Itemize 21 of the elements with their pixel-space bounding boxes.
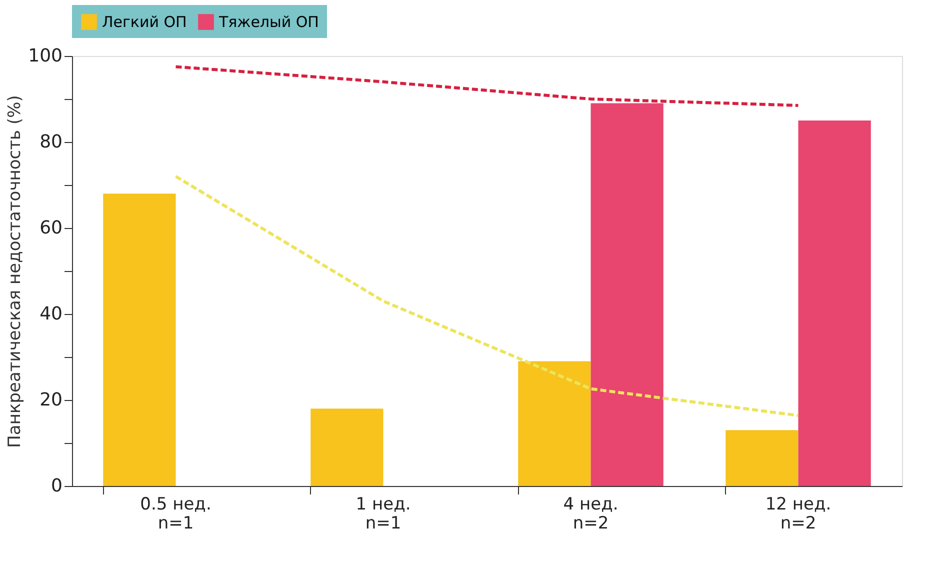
bar (590, 103, 664, 486)
line-series (174, 174, 800, 417)
x-tick-label: 0.5 нед. n=1 (140, 494, 212, 534)
y-tick-label: 40 (40, 304, 62, 324)
line-series (174, 65, 800, 107)
y-tick-label: 60 (40, 218, 62, 238)
x-tick-label: 4 нед. n=2 (563, 494, 618, 534)
x-tick-label: 12 нед. n=2 (765, 494, 832, 534)
y-tick-label: 100 (28, 46, 62, 66)
x-tick-label: 1 нед. n=1 (356, 494, 411, 534)
legend-label: Легкий ОП (102, 13, 187, 31)
bar (310, 408, 384, 486)
bar (798, 120, 871, 486)
bar (726, 430, 798, 486)
y-axis-title: Панкреатическая недостаточность (%) (5, 95, 26, 448)
bar (518, 361, 591, 486)
y-tick-label: 20 (40, 390, 62, 410)
y-tick-label: 80 (40, 132, 62, 152)
bar (103, 194, 176, 486)
legend-label: Тяжелый ОП (218, 13, 319, 31)
y-tick-label: 0 (51, 476, 62, 496)
